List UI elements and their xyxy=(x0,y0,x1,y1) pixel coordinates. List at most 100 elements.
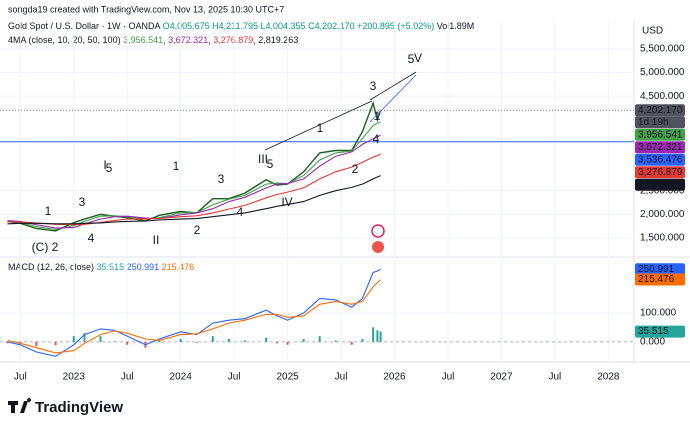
macd-legend: MACD (12, 26, close) 35.515 250.991 215.… xyxy=(8,262,194,272)
wave-label: 2 xyxy=(52,240,59,254)
histogram-bar xyxy=(227,338,230,342)
wave-label: 3 xyxy=(370,79,377,93)
ma-legend: 4MA (close, 10, 20, 50, 100) 3,956.541, … xyxy=(8,35,298,45)
symbol-line: Gold Spot / U.S. Dollar · 1W · OANDA O4,… xyxy=(8,21,474,31)
histogram-bar xyxy=(286,341,289,345)
macd-value: 250.991 xyxy=(127,262,160,272)
symbol: Gold Spot / U.S. Dollar · 1W · OANDA xyxy=(8,21,161,31)
price-label: 3,276.879 xyxy=(638,167,683,178)
y-tick-label: 100.000 xyxy=(640,308,677,319)
histogram-bar xyxy=(54,341,57,346)
y-tick-label: 0.000 xyxy=(640,337,665,348)
event-icon xyxy=(372,241,384,253)
y-tick-label: 5,500.000 xyxy=(640,44,685,55)
trendline xyxy=(369,71,417,101)
histogram-bar xyxy=(379,331,382,342)
ma-line xyxy=(7,134,381,229)
histogram-bar xyxy=(275,341,278,344)
plot: Jul 2023 Jul 2024 Jul 2025 Jul 2026 Jul 2027 Jul 20… xyxy=(0,20,685,383)
change: +200.895 (+5.02%) xyxy=(357,21,434,31)
histogram-bar xyxy=(302,338,305,342)
open: O4,005.675 xyxy=(163,21,210,31)
wave-label: 4 xyxy=(373,132,380,146)
macd-value: 215.476 xyxy=(162,262,195,272)
macd-label: 250.991 xyxy=(638,264,675,275)
price-label-bg xyxy=(635,128,685,141)
y-tick-label: 2,500.000 xyxy=(640,185,685,196)
ma-title: 4MA (close, 10, 20, 50, 100) xyxy=(8,35,121,45)
x-tick-label: Jul xyxy=(548,372,561,383)
macd-label: 35.515 xyxy=(638,326,669,337)
x-tick-label: 2026 xyxy=(383,372,406,383)
ma-value: 2,819.263 xyxy=(258,35,298,45)
y-tick-label: 4,500.000 xyxy=(640,91,685,102)
histogram-bar xyxy=(243,340,246,342)
creator: songda19 created with TradingView.com, N… xyxy=(8,4,284,14)
price-label-bg xyxy=(635,141,685,154)
ma-value: 3,276.879 xyxy=(213,35,253,45)
macd-label-bg xyxy=(635,325,685,338)
histogram-bar xyxy=(376,330,379,342)
histogram-bar xyxy=(6,341,9,344)
histogram-bar xyxy=(211,336,214,342)
wave-label: 3 xyxy=(79,195,86,209)
wave-label: 1 xyxy=(317,121,324,135)
ma-line xyxy=(7,153,381,226)
macd-value: 35.515 xyxy=(97,262,125,272)
low: L4,004.355 xyxy=(261,21,306,31)
x-tick-label: Jul xyxy=(121,372,134,383)
macd-label-bg xyxy=(635,273,685,286)
wave-label: IV xyxy=(281,195,292,209)
wave-label: (C) xyxy=(32,240,49,254)
price-label-bg xyxy=(635,166,685,179)
wave-label: 2 xyxy=(194,223,201,237)
price-label: 4,202.170 xyxy=(638,105,683,116)
close: C4,202.170 xyxy=(308,21,355,31)
x-tick-label: Jul xyxy=(442,372,455,383)
y-tick-label: 5,000.000 xyxy=(640,67,685,78)
x-tick-label: Jul xyxy=(228,372,241,383)
wave-label: 3 xyxy=(218,172,225,186)
histogram-bar xyxy=(361,338,364,342)
y-tick-label: 1,500.000 xyxy=(640,233,685,244)
x-tick-label: 2027 xyxy=(490,372,513,383)
macd-line xyxy=(7,268,381,357)
macd-label: 215.476 xyxy=(638,274,675,285)
histogram-bar xyxy=(318,336,321,342)
histogram-bar xyxy=(72,336,75,342)
logo-icon xyxy=(8,398,32,413)
histogram-bar xyxy=(126,341,129,345)
wave-label: 5 xyxy=(408,52,415,66)
histogram-bar xyxy=(265,337,268,342)
price-label: 2,819.263 xyxy=(638,179,683,190)
wave-label: 5 xyxy=(267,157,274,171)
price-line xyxy=(7,100,382,232)
wave-label: 1 xyxy=(45,204,52,218)
x-tick-label: 2028 xyxy=(597,372,620,383)
histogram-bar xyxy=(372,327,375,342)
histogram-bar xyxy=(19,341,22,344)
x-tick-label: Jul xyxy=(335,372,348,383)
trendline xyxy=(369,74,417,123)
ma-line xyxy=(7,175,381,225)
price-label-bg xyxy=(635,104,685,117)
macd-label-bg xyxy=(635,263,685,276)
histogram-bar xyxy=(195,341,198,343)
ma-value: 3,956.541 xyxy=(123,35,163,45)
wave-label: 1 xyxy=(173,159,180,173)
x-tick-label: 2025 xyxy=(276,372,299,383)
macd-title: MACD (12, 26, close) xyxy=(8,262,94,272)
x-tick-label: Jul xyxy=(14,372,27,383)
wave-label: 4 xyxy=(88,231,95,245)
event-icon xyxy=(371,224,385,238)
wave-label: 1 xyxy=(374,109,381,123)
histogram-bar xyxy=(113,341,116,342)
price-label-bg xyxy=(635,178,685,191)
wave-label: 5 xyxy=(106,161,113,175)
histogram-bar xyxy=(158,340,161,342)
ma-value: 3,672.321 xyxy=(168,35,208,45)
countdown: 1d 19h xyxy=(638,117,669,128)
logo-text: TradingView xyxy=(35,399,123,416)
histogram-bar xyxy=(35,341,38,347)
